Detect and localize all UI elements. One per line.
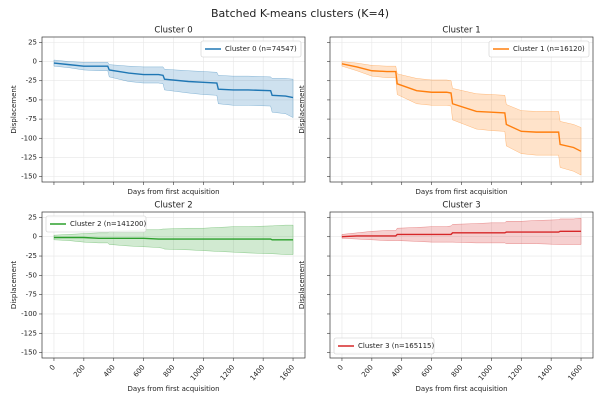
subplot-title: Cluster 3 — [442, 201, 480, 211]
x-axis-label: Days from first acquisition — [127, 188, 219, 196]
y-axis-label: Displacement — [10, 261, 18, 309]
y-tick-label: -75 — [26, 291, 37, 299]
x-tick-label: 1600 — [279, 363, 297, 382]
y-tick-label: 0 — [33, 58, 37, 66]
y-tick-label: -100 — [21, 134, 37, 142]
x-tick-label: 200 — [360, 363, 375, 378]
y-tick-label: -25 — [26, 252, 37, 260]
x-tick-label: 1400 — [249, 363, 267, 382]
legend-label: Cluster 0 (n=74547) — [225, 45, 297, 53]
y-tick-label: -150 — [21, 173, 37, 181]
y-axis-label: Displacement — [298, 261, 306, 309]
line — [53, 62, 294, 99]
x-tick-label: 1200 — [219, 363, 237, 382]
x-tick-label: 0 — [48, 363, 57, 372]
x-tick-label: 1600 — [567, 363, 585, 382]
axes-frame — [41, 211, 306, 359]
y-tick-label: -25 — [26, 77, 37, 85]
legend-label: Cluster 2 (n=141200) — [70, 220, 147, 228]
subplot-title: Cluster 2 — [154, 201, 192, 211]
x-tick-label: 0 — [336, 363, 345, 372]
y-tick-label: -50 — [26, 271, 37, 279]
plot-area — [53, 59, 294, 118]
legend-box — [45, 215, 147, 233]
y-tick-label: -100 — [21, 310, 37, 318]
plot-area — [341, 61, 582, 176]
x-tick-label: 400 — [102, 363, 117, 378]
y-tick-label: -150 — [21, 349, 37, 357]
legend-box — [333, 337, 435, 355]
y-axis-label: Displacement — [10, 85, 18, 133]
x-tick-label: 1200 — [507, 363, 525, 382]
legend-box — [488, 40, 590, 58]
y-tick-label: -75 — [26, 115, 37, 123]
axes-frame — [329, 36, 594, 183]
y-tick-label: 0 — [33, 233, 37, 241]
x-tick-label: 600 — [132, 363, 147, 378]
axes-frame — [41, 36, 306, 183]
y-axis-label: Displacement — [298, 85, 306, 133]
x-tick-label: 1000 — [189, 363, 207, 382]
y-tick-label: -125 — [21, 329, 37, 337]
legend-label: Cluster 1 (n=16120) — [513, 45, 585, 53]
confidence-band — [53, 59, 294, 118]
line — [341, 230, 582, 238]
y-tick-label: 25 — [28, 213, 37, 221]
y-tick-label: 25 — [28, 38, 37, 46]
x-tick-label: 400 — [390, 363, 405, 378]
confidence-band — [341, 61, 582, 176]
subplot-title: Cluster 0 — [154, 26, 192, 36]
line — [53, 236, 294, 241]
x-axis-label: Days from first acquisition — [415, 385, 507, 393]
legend-box — [200, 40, 302, 58]
x-tick-label: 800 — [450, 363, 465, 378]
x-tick-label: 800 — [162, 363, 177, 378]
x-tick-label: 1000 — [477, 363, 495, 382]
confidence-band — [341, 217, 582, 245]
legend-label: Cluster 3 (n=165115) — [358, 342, 435, 350]
plot-area — [341, 217, 582, 245]
x-axis-label: Days from first acquisition — [415, 188, 507, 196]
y-tick-label: -50 — [26, 96, 37, 104]
line — [341, 63, 582, 152]
subplot-title: Cluster 1 — [442, 26, 480, 36]
x-tick-label: 1400 — [537, 363, 555, 382]
x-axis-label: Days from first acquisition — [127, 385, 219, 393]
figure-title: Batched K-means clusters (K=4) — [211, 7, 389, 20]
x-tick-label: 600 — [420, 363, 435, 378]
y-tick-label: -125 — [21, 153, 37, 161]
axes-frame — [329, 211, 594, 359]
x-tick-label: 200 — [72, 363, 87, 378]
